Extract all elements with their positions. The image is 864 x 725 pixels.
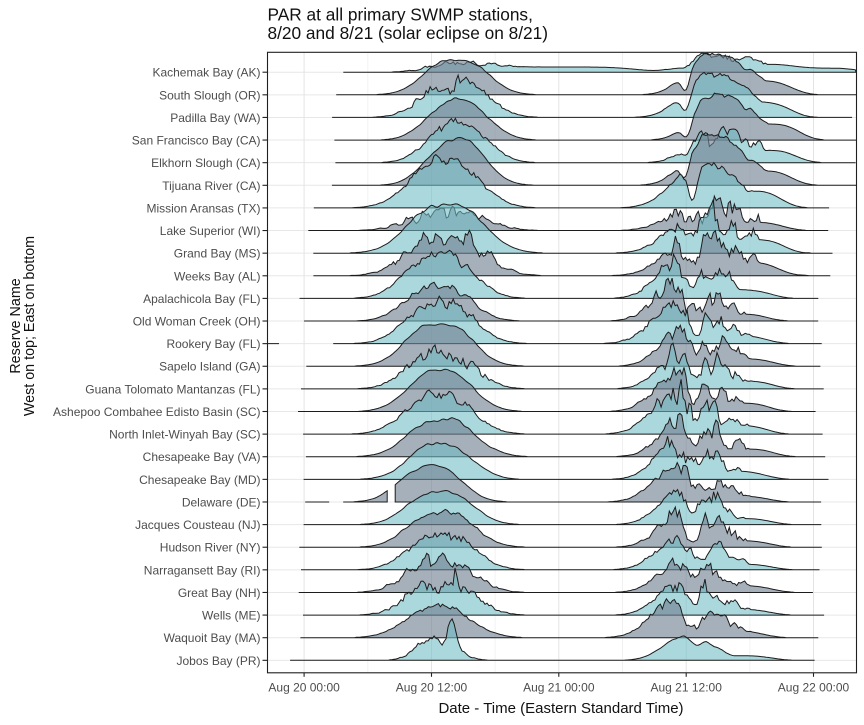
svg-text:Aug 20 12:00: Aug 20 12:00: [396, 681, 468, 695]
svg-text:Grand Bay (MS): Grand Bay (MS): [174, 247, 261, 261]
svg-text:PAR at all primary SWMP statio: PAR at all primary SWMP stations,: [268, 5, 533, 25]
svg-text:Wells (ME): Wells (ME): [202, 609, 260, 623]
svg-text:West on top; East on bottom: West on top; East on bottom: [22, 236, 38, 416]
svg-text:Tijuana River (CA): Tijuana River (CA): [162, 179, 260, 193]
svg-text:Sapelo Island (GA): Sapelo Island (GA): [159, 360, 260, 374]
svg-text:Narragansett Bay (RI): Narragansett Bay (RI): [144, 563, 261, 577]
svg-text:Mission Aransas (TX): Mission Aransas (TX): [146, 201, 260, 215]
svg-text:San Francisco Bay (CA): San Francisco Bay (CA): [132, 134, 261, 148]
svg-text:Hudson River (NY): Hudson River (NY): [160, 541, 261, 555]
svg-text:Padilla Bay (WA): Padilla Bay (WA): [170, 111, 260, 125]
svg-text:Guana Tolomato Mantanzas (FL): Guana Tolomato Mantanzas (FL): [85, 382, 260, 396]
svg-text:South Slough (OR): South Slough (OR): [159, 88, 260, 102]
svg-text:Waquoit Bay (MA): Waquoit Bay (MA): [164, 631, 261, 645]
svg-text:Jobos Bay (PR): Jobos Bay (PR): [176, 654, 260, 668]
svg-text:Apalachicola Bay (FL): Apalachicola Bay (FL): [143, 292, 260, 306]
svg-text:Chesapeake Bay (MD): Chesapeake Bay (MD): [139, 473, 260, 487]
svg-text:Elkhorn Slough (CA): Elkhorn Slough (CA): [151, 156, 260, 170]
svg-text:Aug 21 00:00: Aug 21 00:00: [523, 681, 595, 695]
svg-text:Great Bay (NH): Great Bay (NH): [178, 586, 261, 600]
svg-text:Reserve Name: Reserve Name: [8, 278, 24, 373]
svg-text:Ashepoo Combahee Edisto Basin: Ashepoo Combahee Edisto Basin (SC): [53, 405, 260, 419]
svg-text:Weeks Bay (AL): Weeks Bay (AL): [174, 269, 260, 283]
svg-text:8/20 and 8/21 (solar eclipse o: 8/20 and 8/21 (solar eclipse on 8/21): [268, 23, 549, 43]
svg-text:Jacques Cousteau (NJ): Jacques Cousteau (NJ): [135, 518, 260, 532]
svg-text:Rookery Bay (FL): Rookery Bay (FL): [166, 337, 260, 351]
svg-text:Aug 20 00:00: Aug 20 00:00: [268, 681, 340, 695]
svg-text:Delaware (DE): Delaware (DE): [182, 495, 261, 509]
svg-text:Chesapeake Bay (VA): Chesapeake Bay (VA): [143, 450, 261, 464]
svg-text:Aug 21 12:00: Aug 21 12:00: [650, 681, 722, 695]
svg-text:Aug 22 00:00: Aug 22 00:00: [778, 681, 850, 695]
svg-text:Old Woman Creek (OH): Old Woman Creek (OH): [133, 315, 261, 329]
svg-text:Kachemak Bay (AK): Kachemak Bay (AK): [152, 66, 260, 80]
svg-text:Date - Time (Eastern Standard: Date - Time (Eastern Standard Time): [438, 700, 683, 717]
svg-text:North Inlet-Winyah Bay (SC): North Inlet-Winyah Bay (SC): [109, 428, 260, 442]
svg-text:Lake Superior (WI): Lake Superior (WI): [160, 224, 261, 238]
